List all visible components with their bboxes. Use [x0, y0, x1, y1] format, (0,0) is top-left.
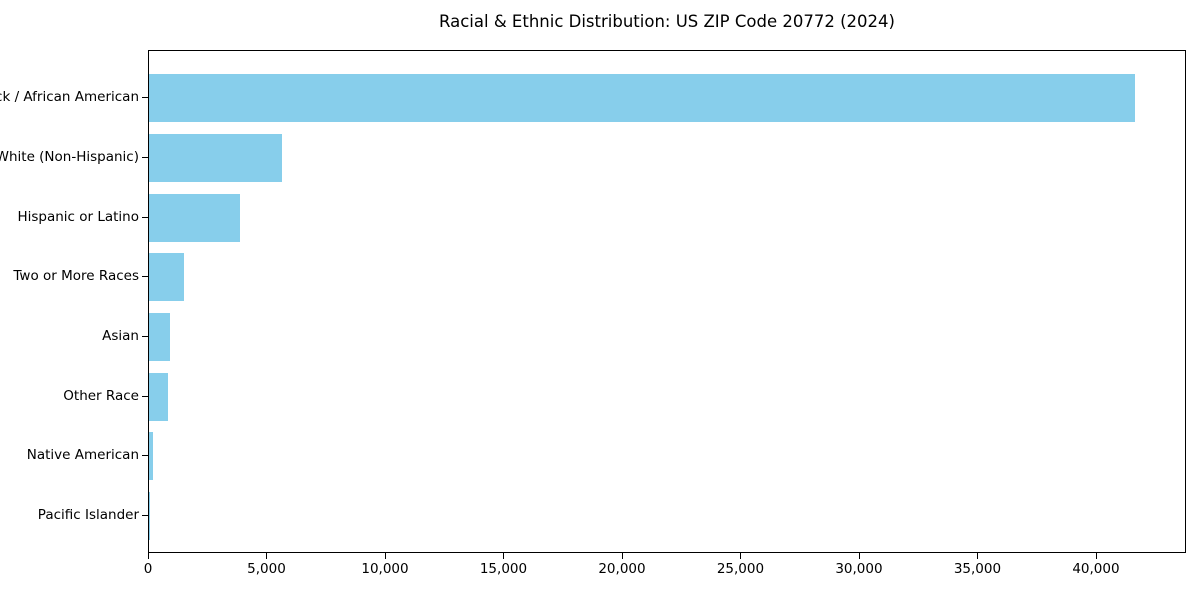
x-tick-mark — [1095, 553, 1097, 559]
y-axis-label: Hispanic or Latino — [17, 208, 139, 225]
x-tick-mark — [503, 553, 505, 559]
y-axis-label: Asian — [102, 327, 139, 344]
plot-area — [148, 50, 1186, 553]
x-tick-label: 25,000 — [716, 561, 765, 577]
x-tick-label: 0 — [143, 561, 153, 577]
x-tick-mark — [266, 553, 268, 559]
y-tick-mark — [142, 335, 148, 337]
x-tick-label: 15,000 — [479, 561, 528, 577]
x-tick-label: 30,000 — [835, 561, 883, 577]
y-axis-label: Black / African American — [0, 89, 139, 106]
x-tick-mark — [858, 553, 860, 559]
bar — [149, 133, 282, 182]
y-tick-mark — [142, 97, 148, 99]
bar — [149, 491, 150, 540]
y-tick-mark — [142, 455, 148, 457]
x-tick-mark — [384, 553, 386, 559]
y-tick-mark — [142, 276, 148, 278]
chart-title: Racial & Ethnic Distribution: US ZIP Cod… — [439, 12, 895, 31]
bar — [149, 74, 1135, 123]
x-tick-label: 35,000 — [953, 561, 1002, 577]
x-tick-mark — [621, 553, 623, 559]
bar — [149, 432, 153, 481]
bar — [149, 372, 168, 421]
y-tick-mark — [142, 514, 148, 516]
x-tick-mark — [977, 553, 979, 559]
y-axis-label: Two or More Races — [13, 268, 139, 285]
bar — [149, 253, 184, 302]
x-tick-label: 20,000 — [598, 561, 646, 577]
y-tick-mark — [142, 156, 148, 158]
bar — [149, 193, 241, 242]
y-axis-label: Other Race — [63, 387, 139, 404]
x-tick-label: 10,000 — [361, 561, 409, 577]
y-tick-mark — [142, 395, 148, 397]
x-tick-label: 5,000 — [247, 561, 286, 577]
y-tick-mark — [142, 216, 148, 218]
y-axis-label: Native American — [26, 447, 139, 464]
x-tick-mark — [740, 553, 742, 559]
y-axis-label: Pacific Islander — [37, 506, 139, 523]
x-tick-mark — [148, 553, 149, 559]
y-axis-label: White (Non-Hispanic) — [0, 148, 139, 165]
bar — [149, 312, 170, 361]
x-tick-label: 40,000 — [1072, 561, 1120, 577]
